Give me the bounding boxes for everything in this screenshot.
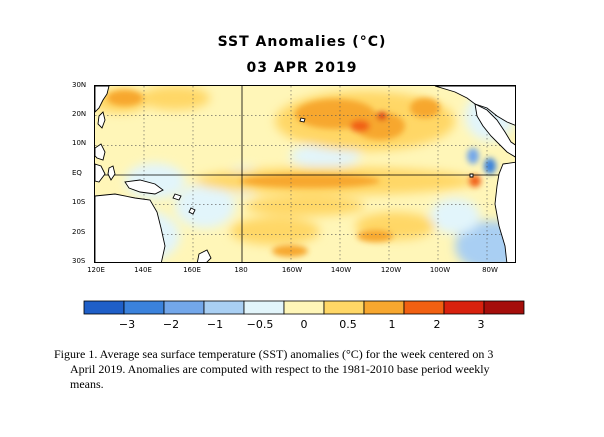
colorbar-label-3: 3 xyxy=(477,318,485,331)
colorbar-swatch xyxy=(283,300,325,315)
colorbar-label-0: 0 xyxy=(300,318,308,331)
caption-line-2: April 2019. Anomalies are computed with … xyxy=(70,362,490,376)
colorbar-label-0-5: 0.5 xyxy=(339,318,357,331)
colorbar-label-neg0-5: −0.5 xyxy=(246,318,274,331)
colorbar-swatch xyxy=(483,300,525,315)
colorbar-label-2: 2 xyxy=(433,318,441,331)
lon-label-140e: 140E xyxy=(134,266,152,274)
lon-label-120e: 120E xyxy=(87,266,105,274)
lat-label-10n: 10N xyxy=(72,139,87,147)
colorbar-label-neg3: −3 xyxy=(118,318,136,331)
colorbar-label-neg2: −2 xyxy=(162,318,180,331)
lat-label-30n: 30N xyxy=(72,81,87,89)
lat-label-eq: EQ xyxy=(72,169,82,177)
colorbar-swatch xyxy=(323,300,365,315)
sst-anomaly-field xyxy=(95,86,515,262)
sst-anomaly-map xyxy=(94,85,516,263)
figure-caption: Figure 1. Average sea surface temperatur… xyxy=(54,347,584,392)
lon-label-100w: 100W xyxy=(429,266,451,274)
colorbar-swatch xyxy=(83,300,125,315)
caption-line-3: means. xyxy=(70,377,104,391)
map-date: 03 APR 2019 xyxy=(246,60,358,76)
lat-label-30s: 30S xyxy=(72,257,86,265)
caption-line-1: Figure 1. Average sea surface temperatur… xyxy=(54,347,494,361)
lon-label-120w: 120W xyxy=(380,266,402,274)
lon-label-80w: 80W xyxy=(482,266,498,274)
colorbar-label-1: 1 xyxy=(388,318,396,331)
colorbar-swatch xyxy=(443,300,485,315)
colorbar-label-neg1: −1 xyxy=(206,318,224,331)
lat-label-20n: 20N xyxy=(72,110,87,118)
colorbar-swatch xyxy=(403,300,445,315)
lon-label-160e: 160E xyxy=(183,266,201,274)
colorbar-swatch xyxy=(123,300,165,315)
lon-label-180: 180 xyxy=(234,266,248,274)
colorbar-swatch xyxy=(163,300,205,315)
lon-label-140w: 140W xyxy=(330,266,352,274)
colorbar xyxy=(83,300,525,315)
colorbar-swatch xyxy=(363,300,405,315)
lat-label-10s: 10S xyxy=(72,198,86,206)
lon-label-160w: 160W xyxy=(281,266,303,274)
colorbar-swatch xyxy=(203,300,245,315)
map-title: SST Anomalies (°C) xyxy=(217,34,387,50)
lat-label-20s: 20S xyxy=(72,228,86,236)
colorbar-swatch xyxy=(243,300,285,315)
